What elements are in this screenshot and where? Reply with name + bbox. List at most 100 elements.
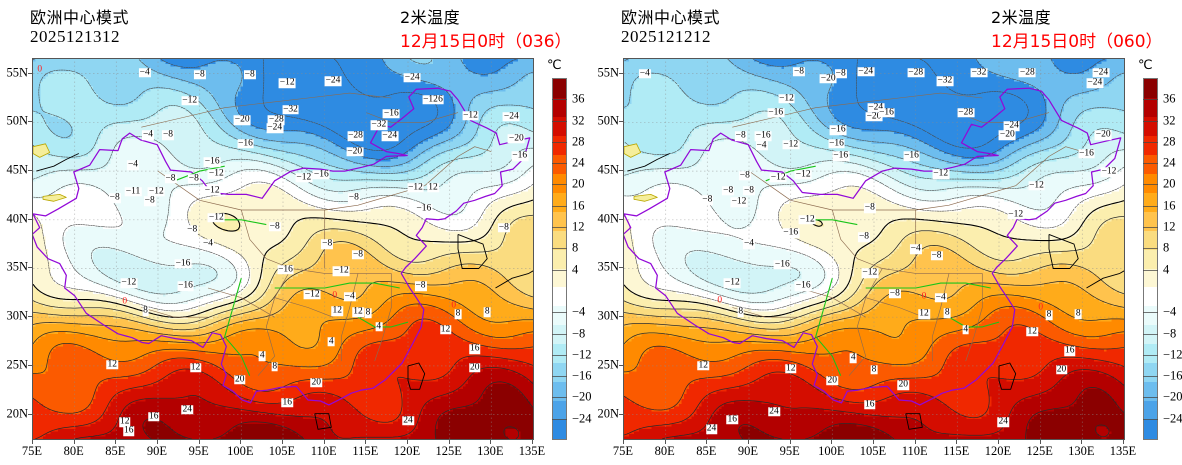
x-axis-label: 85E [105, 444, 126, 458]
contour-value-label: 16 [468, 343, 481, 355]
contour-value-label: 12 [784, 363, 797, 374]
x-axis-tick [1123, 440, 1124, 444]
y-axis-label: 50N [597, 113, 619, 128]
colorbar-label: −8 [572, 326, 586, 341]
contour-value-label: −16 [754, 130, 772, 141]
contour-value-label: −12 [407, 181, 424, 193]
colorbar-label: 28 [1163, 134, 1176, 149]
geography-overlay [624, 59, 1124, 439]
contour-value-label: −4 [138, 66, 151, 78]
map-plot-right: −4 −8 −8 −24 −28 −32 −28 −24 −20 −32 −12 −24 −20 −28−… [623, 58, 1125, 440]
colorbar-tick [552, 354, 567, 356]
y-axis-tick [619, 413, 623, 415]
contour-value-label: −16 [773, 258, 791, 270]
colorbar-band [1144, 135, 1157, 155]
x-axis-label: 85E [696, 444, 717, 458]
colorbar-tick [1143, 205, 1158, 207]
panel-right-variable-label: 2米温度 [991, 8, 1052, 27]
x-axis-label: 115E [352, 444, 379, 458]
y-axis-label: 20N [6, 406, 28, 421]
y-axis-tick [619, 170, 623, 172]
colorbar-band [1144, 116, 1157, 136]
x-axis-label: 135E [518, 444, 546, 458]
colorbar-tick [552, 418, 567, 420]
contour-value-label: −32 [936, 75, 954, 87]
contour-value-label: −12 [422, 94, 439, 105]
x-axis-tick [282, 440, 283, 444]
contour-value-label: 20 [310, 376, 323, 388]
contour-value-label: 0 [451, 299, 457, 310]
contour-value-label: −24 [857, 65, 875, 77]
x-axis-label: 135E [1109, 444, 1137, 458]
colorbar-label: −24 [1163, 411, 1182, 426]
contour-value-label: −8 [834, 67, 847, 79]
contour-value-label: −32 [370, 119, 388, 131]
colorbar-label: 16 [572, 198, 585, 213]
contour-value-label: −4 [742, 238, 756, 249]
x-axis-label: 110E [901, 444, 928, 458]
contour-value-label: −8 [351, 249, 365, 260]
colorbar-band [553, 154, 566, 174]
x-axis-tick [157, 440, 158, 444]
contour-value-label: −12 [332, 265, 350, 277]
colorbar-label: −24 [572, 411, 592, 426]
contour-value-label: −4 [909, 243, 922, 254]
contour-value-label: −8 [161, 129, 175, 140]
colorbar-band [553, 306, 566, 326]
colorbar-band [553, 230, 566, 250]
colorbar-tick [1143, 333, 1158, 335]
colorbar-tick [1143, 354, 1158, 356]
x-axis-label: 95E [188, 444, 209, 458]
colorbar-label: −16 [1163, 368, 1182, 383]
y-axis-tick [28, 218, 32, 220]
contour-value-label: −8 [738, 170, 751, 181]
colorbar-left [552, 78, 567, 440]
contour-value-label: 12 [918, 308, 930, 320]
colorbar-band [1144, 249, 1157, 269]
colorbar-band [553, 97, 566, 117]
x-axis-label: 75E [612, 444, 634, 458]
colorbar-ticks-right [1143, 78, 1158, 440]
contour-value-label: −4 [755, 139, 768, 151]
colorbar-ticks-left [552, 78, 567, 440]
panel-left-valid-time: 12月15日0时（036） [400, 32, 572, 52]
contour-value-label: 24 [181, 404, 193, 415]
contour-value-label: −16 [237, 138, 254, 149]
contour-value-label: 8 [142, 305, 149, 317]
contour-value-label: −16 [829, 124, 847, 135]
contour-value-label: 16 [123, 425, 135, 436]
y-axis-tick [28, 121, 32, 123]
contour-value-label: 0 [37, 63, 43, 74]
contour-value-label: −4 [141, 129, 155, 140]
contour-value-label: 8 [943, 307, 951, 319]
map-plot-left: 0 −4 −8 −8 −24 −12 −24 −12 −12 6 −16 −12 −32 −28 −24 −2… [32, 58, 534, 440]
colorbar-band [1144, 211, 1157, 231]
contour-value-label: −8 [792, 65, 806, 77]
contour-value-label: 16 [148, 410, 160, 422]
contour-value-label: −4 [934, 291, 947, 303]
colorbar-band [553, 211, 566, 231]
x-axis-tick [490, 440, 492, 444]
y-axis-tick [619, 316, 623, 318]
colorbar-label: 4 [1163, 262, 1170, 277]
contour-value-label: −4 [126, 159, 140, 170]
contour-value-label: −8 [187, 173, 200, 184]
x-axis-tick [1039, 440, 1041, 444]
y-axis-tick [28, 316, 32, 318]
contour-value-label: −12 [782, 138, 800, 150]
contour-value-label: 8 [1074, 308, 1082, 320]
colorbar-band [1144, 192, 1157, 212]
x-axis-tick [914, 440, 916, 444]
contour-value-label: 4 [962, 324, 970, 335]
x-axis-label: 125E [1026, 444, 1053, 458]
colorbar-label: 16 [1163, 198, 1176, 213]
x-axis-tick [623, 440, 624, 444]
x-axis-tick [706, 440, 708, 444]
panel-left-variable-label: 2米温度 [400, 8, 461, 27]
contour-value-label: −16 [277, 263, 294, 275]
colorbar-tick [1143, 248, 1158, 250]
contour-value-label: −12 [1028, 179, 1045, 191]
contour-value-label: −4 [343, 290, 356, 302]
contour-value-label: −4 [201, 238, 215, 249]
